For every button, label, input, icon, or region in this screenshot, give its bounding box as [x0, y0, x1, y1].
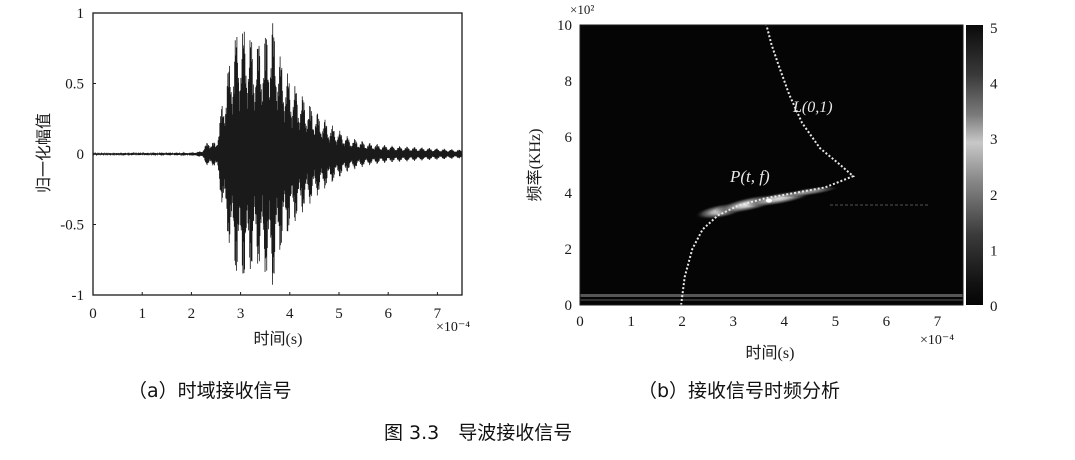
svg-text:7: 7 [434, 306, 442, 322]
svg-text:7: 7 [934, 314, 942, 330]
svg-text:10: 10 [557, 18, 572, 34]
svg-text:3: 3 [237, 306, 245, 322]
dispersion-curve-l01 [680, 24, 856, 306]
svg-text:0: 0 [990, 299, 998, 315]
axis-ticks-b: 0 1 2 3 4 5 6 7 10 8 6 4 2 0 [557, 18, 942, 330]
subcaption-a: （a）时域接收信号 [128, 380, 292, 402]
svg-text:4: 4 [565, 186, 573, 202]
svg-text:0: 0 [565, 298, 573, 314]
svg-text:5: 5 [335, 306, 343, 322]
signal-waveform [92, 23, 463, 285]
svg-text:2: 2 [678, 314, 686, 330]
time-domain-chart: 0 1 2 3 4 5 6 7 1 0.5 0 -0.5 -1 ×10⁻⁴ 时间(s) 归一化幅值 [35, 6, 470, 348]
svg-text:0: 0 [77, 147, 85, 163]
x-axis-label-b: 时间(s) [746, 344, 795, 362]
x-axis-label-a: 时间(s) [254, 330, 303, 348]
svg-text:4: 4 [990, 77, 998, 93]
low-frequency-band-2 [580, 299, 963, 301]
svg-text:1: 1 [990, 243, 998, 259]
svg-text:0: 0 [89, 306, 97, 322]
svg-text:4: 4 [781, 314, 789, 330]
svg-text:1: 1 [138, 306, 146, 322]
subcaption-b: （b）接收信号时频分析 [638, 380, 841, 402]
svg-text:-1: -1 [72, 288, 85, 304]
annotation-ptf: P(t, f) [729, 167, 770, 186]
svg-text:-0.5: -0.5 [60, 218, 84, 234]
svg-text:8: 8 [565, 74, 573, 90]
svg-text:3: 3 [729, 314, 737, 330]
svg-text:3: 3 [990, 132, 998, 148]
y-axis-label-b: 频率(KHz) [526, 129, 544, 202]
svg-text:1: 1 [627, 314, 635, 330]
low-frequency-band [580, 294, 963, 297]
axis-ticks-a: 0 1 2 3 4 5 6 7 1 0.5 0 -0.5 -1 [60, 6, 441, 322]
svg-text:6: 6 [384, 306, 392, 322]
svg-text:0: 0 [576, 314, 584, 330]
svg-text:1: 1 [77, 6, 85, 22]
colorbar [966, 25, 983, 305]
svg-text:4: 4 [286, 306, 294, 322]
colorbar-ticks: 5 4 3 2 1 0 [990, 21, 998, 315]
svg-text:2: 2 [188, 306, 196, 322]
x-multiplier-a: ×10⁻⁴ [436, 320, 470, 335]
svg-text:6: 6 [565, 130, 573, 146]
svg-text:6: 6 [883, 314, 891, 330]
svg-text:2: 2 [565, 242, 573, 258]
svg-text:5: 5 [832, 314, 840, 330]
heatmap-area [580, 25, 963, 305]
annotation-l01: L(0,1) [792, 99, 833, 116]
x-multiplier-b: ×10⁻⁴ [920, 333, 954, 348]
figure-caption: 图 3.3 导波接收信号 [384, 422, 573, 444]
svg-text:2: 2 [990, 188, 998, 204]
plot-frame-b [579, 24, 964, 306]
y-axis-label-a: 归一化幅值 [35, 113, 53, 193]
svg-text:5: 5 [990, 21, 998, 37]
y-multiplier-b: ×10² [570, 2, 594, 17]
svg-text:0.5: 0.5 [65, 77, 84, 93]
